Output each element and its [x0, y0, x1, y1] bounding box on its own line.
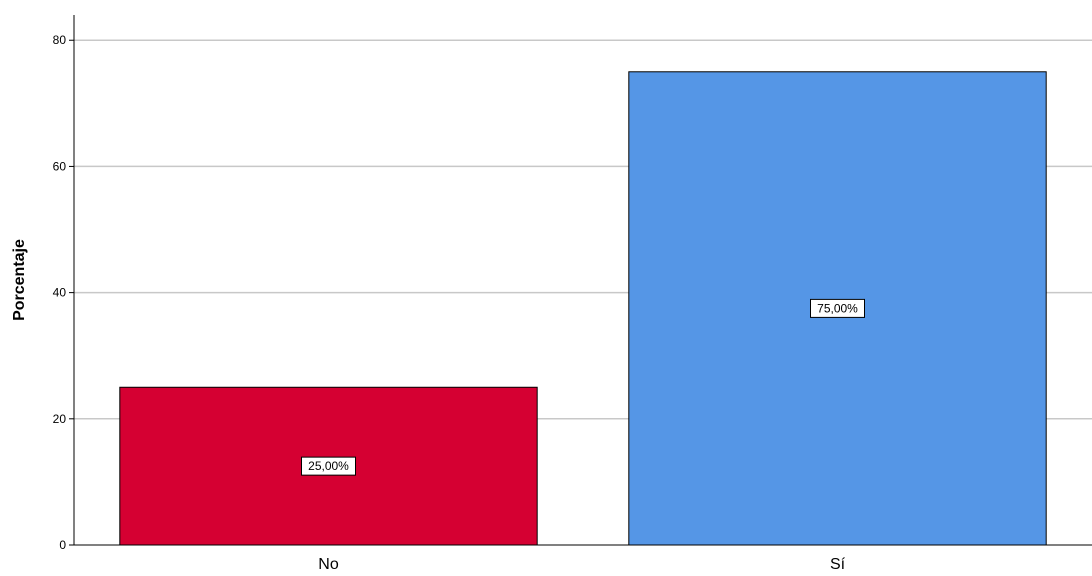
y-tick-label: 20	[53, 412, 67, 426]
data-label-box	[301, 456, 356, 476]
data-label-box	[810, 298, 865, 318]
data-labels: 25,00% 75,00%	[301, 298, 865, 476]
axes	[73, 15, 1092, 546]
y-ticks: 0 20 40 60 80	[53, 33, 74, 552]
x-category-labels: No Sí	[318, 556, 845, 573]
data-label: 25,00%	[308, 459, 349, 473]
y-tick-label: 60	[53, 159, 67, 173]
data-label: 75,00%	[817, 301, 858, 315]
bars	[119, 71, 1047, 546]
y-axis-title: Porcentaje	[11, 239, 28, 321]
y-tick-label: 40	[53, 286, 67, 300]
y-tick-label: 80	[53, 33, 67, 47]
x-category-label: Sí	[830, 556, 846, 573]
x-category-label: No	[318, 556, 339, 573]
y-tick-label: 0	[59, 538, 66, 552]
